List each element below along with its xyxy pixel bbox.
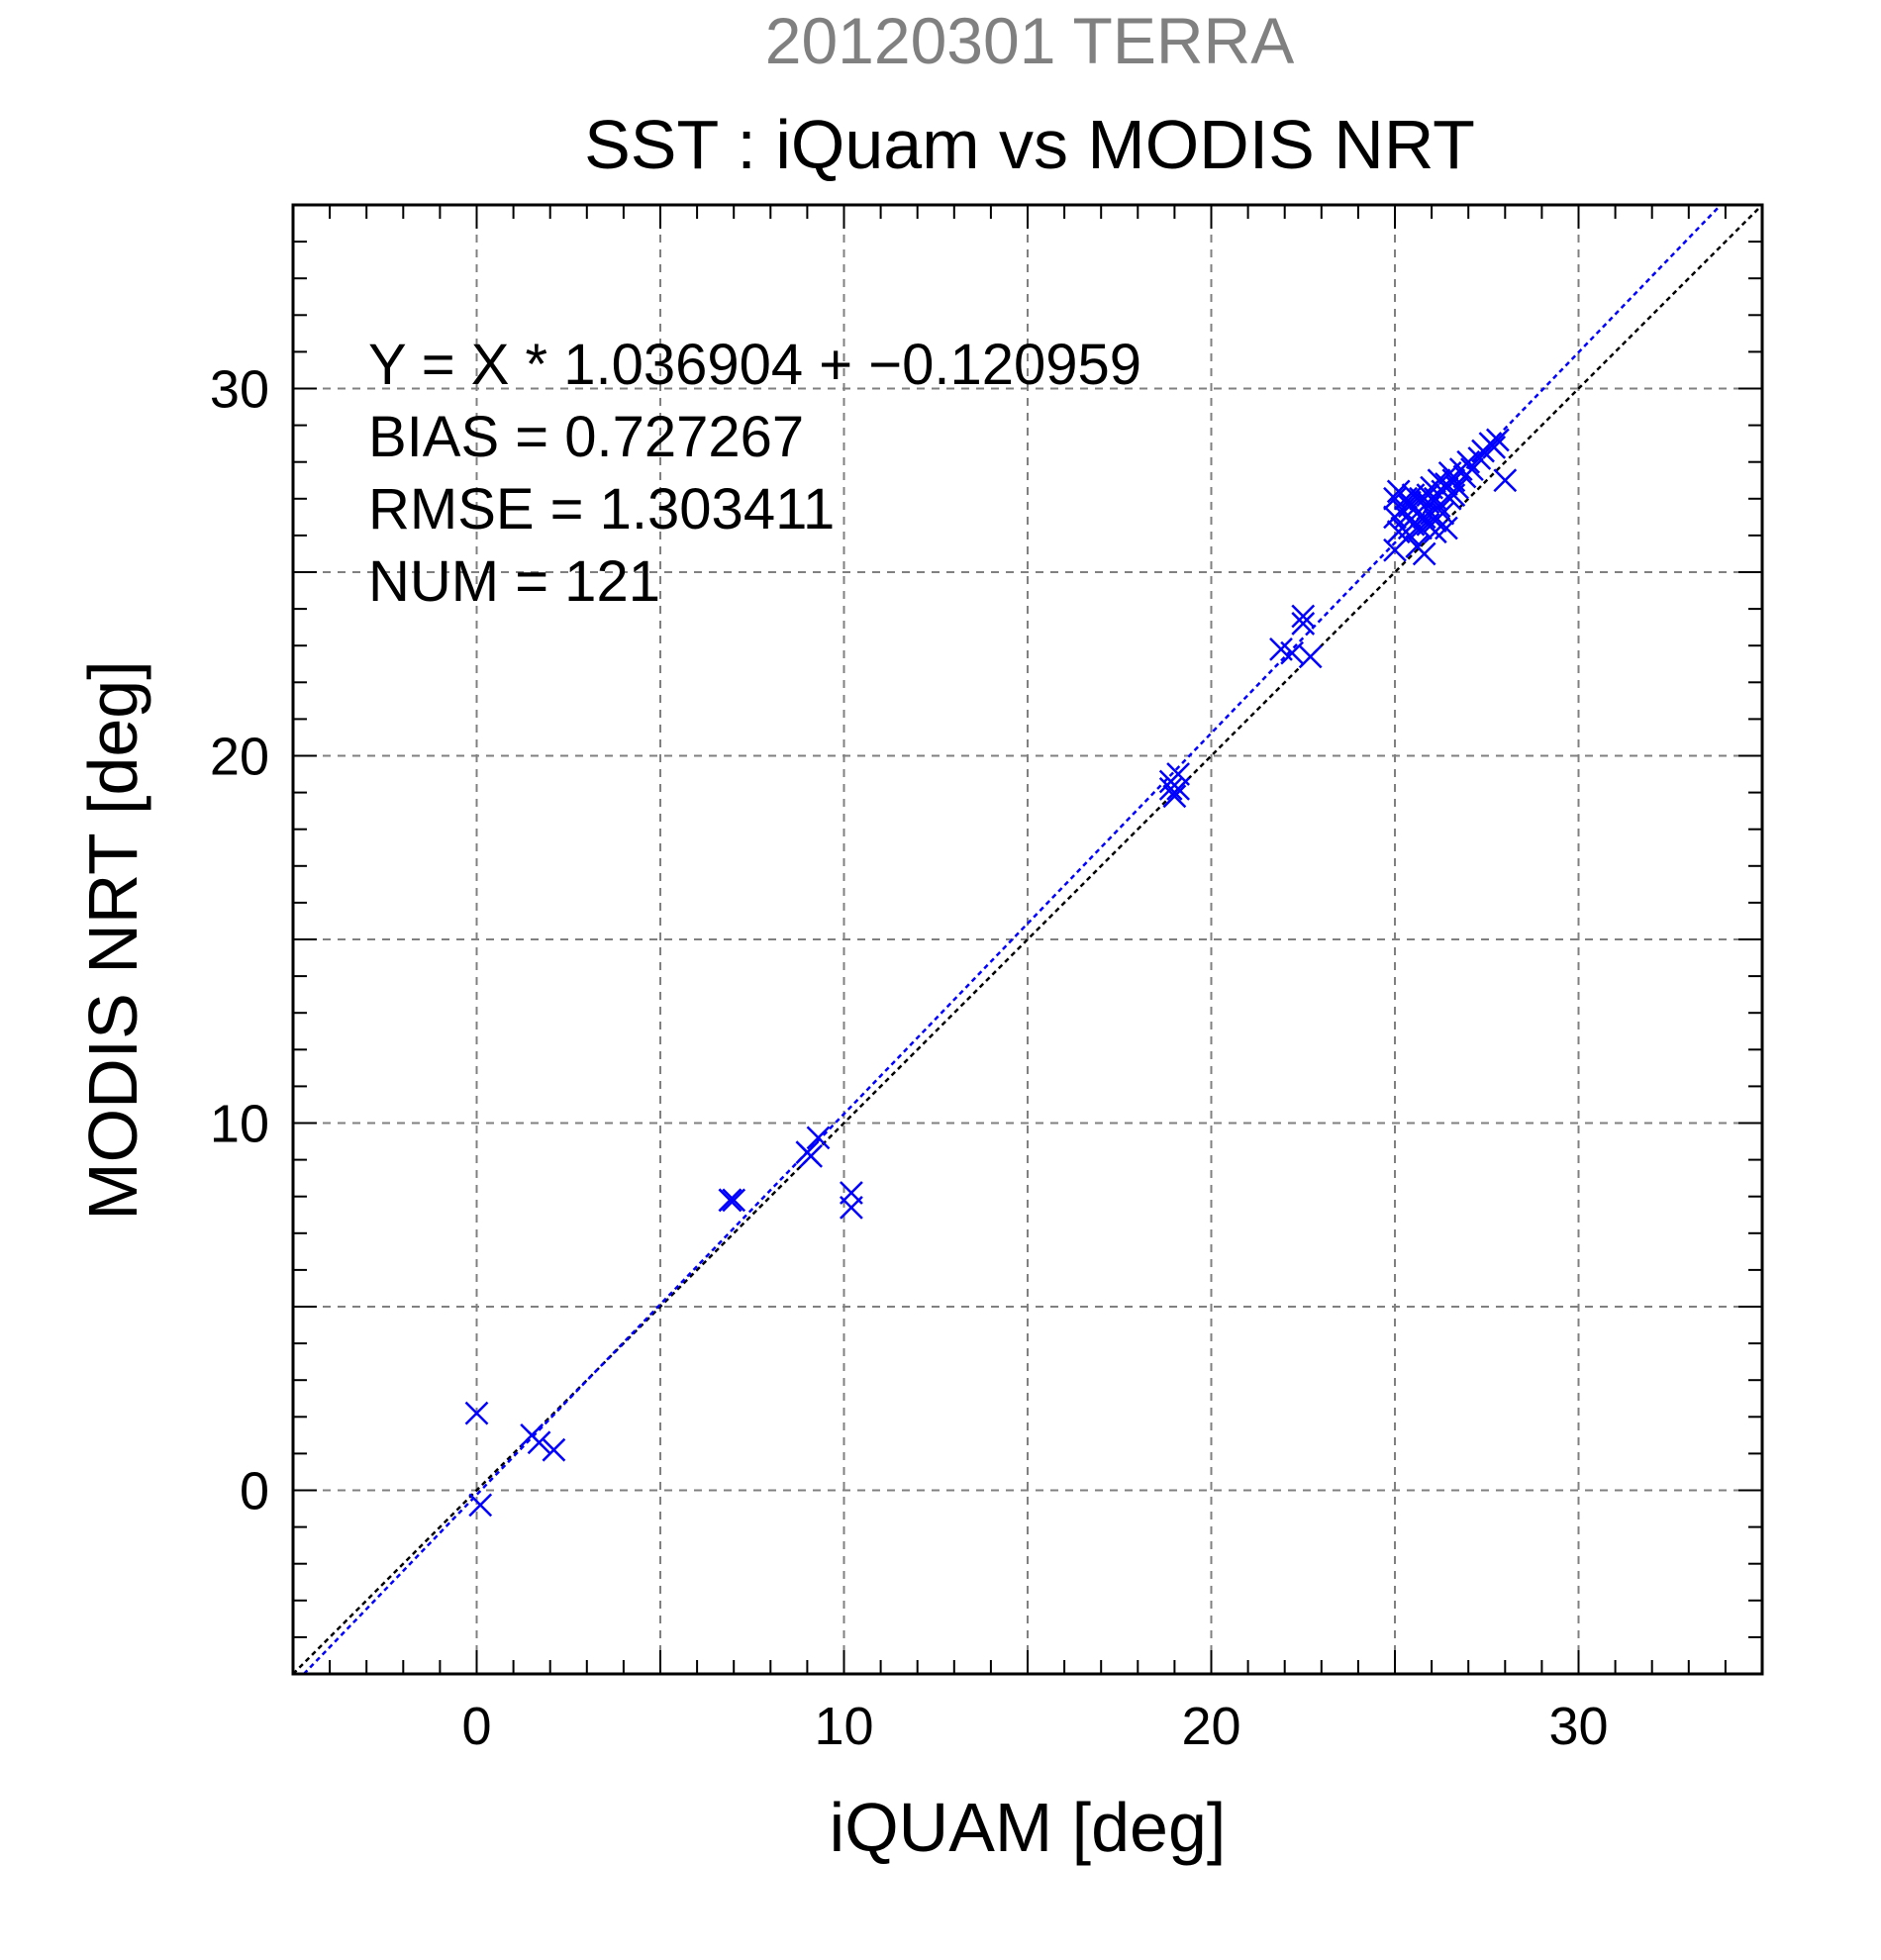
point-stroke bbox=[1412, 541, 1436, 566]
point-stroke bbox=[1416, 490, 1440, 515]
point-stroke bbox=[718, 1188, 742, 1213]
data-point bbox=[1280, 640, 1305, 665]
point-stroke bbox=[1291, 604, 1316, 629]
stats-annotation-line: RMSE = 1.303411 bbox=[368, 477, 835, 541]
data-point bbox=[1441, 483, 1466, 507]
stats-annotation-line: NUM = 121 bbox=[368, 549, 660, 614]
data-point bbox=[799, 1144, 823, 1168]
data-points bbox=[464, 428, 1518, 1518]
data-point bbox=[1383, 486, 1407, 511]
data-point bbox=[806, 1126, 831, 1150]
point-stroke bbox=[1441, 483, 1466, 507]
x-tick-label: 20 bbox=[1181, 1697, 1240, 1756]
x-tick-label: 0 bbox=[461, 1697, 491, 1756]
data-point bbox=[1291, 612, 1316, 636]
data-point bbox=[1493, 468, 1518, 493]
point-stroke bbox=[1166, 777, 1190, 801]
point-stroke bbox=[1397, 490, 1422, 515]
data-point bbox=[1158, 777, 1183, 801]
point-stroke bbox=[1412, 505, 1436, 530]
data-point bbox=[1162, 784, 1187, 809]
point-stroke bbox=[806, 1126, 831, 1150]
point-stroke bbox=[542, 1437, 566, 1462]
point-stroke bbox=[1493, 468, 1518, 493]
y-tick-label: 0 bbox=[240, 1462, 269, 1521]
data-point bbox=[1298, 644, 1323, 669]
x-tick-label: 30 bbox=[1548, 1697, 1608, 1756]
data-point bbox=[542, 1437, 566, 1462]
data-point bbox=[840, 1195, 863, 1220]
point-stroke bbox=[1460, 457, 1484, 482]
grid-lines bbox=[293, 205, 1762, 1674]
point-stroke bbox=[1269, 637, 1293, 661]
data-point bbox=[1485, 428, 1510, 452]
data-point bbox=[1445, 475, 1469, 500]
data-point bbox=[718, 1188, 742, 1213]
point-stroke bbox=[1298, 644, 1323, 669]
point-stroke bbox=[1383, 486, 1407, 511]
point-stroke bbox=[1427, 494, 1451, 519]
point-stroke bbox=[799, 1144, 823, 1168]
fit-line bbox=[303, 204, 1723, 1675]
reference-lines bbox=[292, 204, 1763, 1675]
point-stroke bbox=[527, 1430, 551, 1455]
data-point bbox=[468, 1493, 493, 1518]
data-point bbox=[464, 1401, 489, 1425]
x-axis-label: iQUAM [deg] bbox=[830, 1789, 1227, 1866]
data-point bbox=[1482, 435, 1507, 459]
point-stroke bbox=[1485, 428, 1510, 452]
y-tick-label: 20 bbox=[210, 728, 269, 787]
data-point bbox=[1423, 509, 1447, 533]
stats-annotation-line: Y = X * 1.036904 + −0.120959 bbox=[368, 333, 1141, 397]
data-point bbox=[1412, 541, 1436, 566]
stats-annotations: Y = X * 1.036904 + −0.120959 BIAS = 0.727… bbox=[368, 333, 1141, 614]
data-point bbox=[1435, 516, 1458, 540]
data-point bbox=[1460, 457, 1484, 482]
identity-line bbox=[292, 204, 1763, 1675]
point-stroke bbox=[1291, 612, 1316, 636]
x-tick-labels: 0 10 20 30 bbox=[461, 1697, 1608, 1756]
plot-frame bbox=[291, 203, 1764, 1676]
point-stroke bbox=[840, 1195, 863, 1220]
data-point bbox=[1166, 777, 1190, 801]
chart-title: SST : iQuam vs MODIS NRT bbox=[584, 106, 1475, 183]
point-stroke bbox=[722, 1188, 746, 1213]
stats-annotation-line: BIAS = 0.727267 bbox=[368, 405, 804, 469]
point-stroke bbox=[1423, 509, 1447, 533]
point-stroke bbox=[1467, 446, 1492, 470]
point-stroke bbox=[1445, 475, 1469, 500]
y-tick-label: 10 bbox=[210, 1095, 269, 1154]
point-stroke bbox=[1158, 777, 1183, 801]
y-tick-label: 30 bbox=[210, 360, 269, 420]
point-stroke bbox=[1435, 516, 1458, 540]
minor-ticks bbox=[293, 205, 1762, 1674]
y-axis-label: MODIS NRT [deg] bbox=[74, 660, 151, 1220]
point-stroke bbox=[1482, 435, 1507, 459]
chart-supertitle: 20120301 TERRA bbox=[765, 4, 1294, 77]
point-stroke bbox=[464, 1401, 489, 1425]
point-stroke bbox=[468, 1493, 493, 1518]
data-point bbox=[527, 1430, 551, 1455]
point-stroke bbox=[1280, 640, 1305, 665]
data-point bbox=[1397, 490, 1422, 515]
data-point bbox=[722, 1188, 746, 1213]
y-tick-labels: 0 10 20 30 bbox=[210, 360, 269, 1521]
data-point bbox=[1291, 604, 1316, 629]
data-point bbox=[1416, 483, 1440, 507]
point-stroke bbox=[1416, 483, 1440, 507]
point-stroke bbox=[1162, 784, 1187, 809]
data-point bbox=[1467, 446, 1492, 470]
x-tick-label: 10 bbox=[814, 1697, 873, 1756]
